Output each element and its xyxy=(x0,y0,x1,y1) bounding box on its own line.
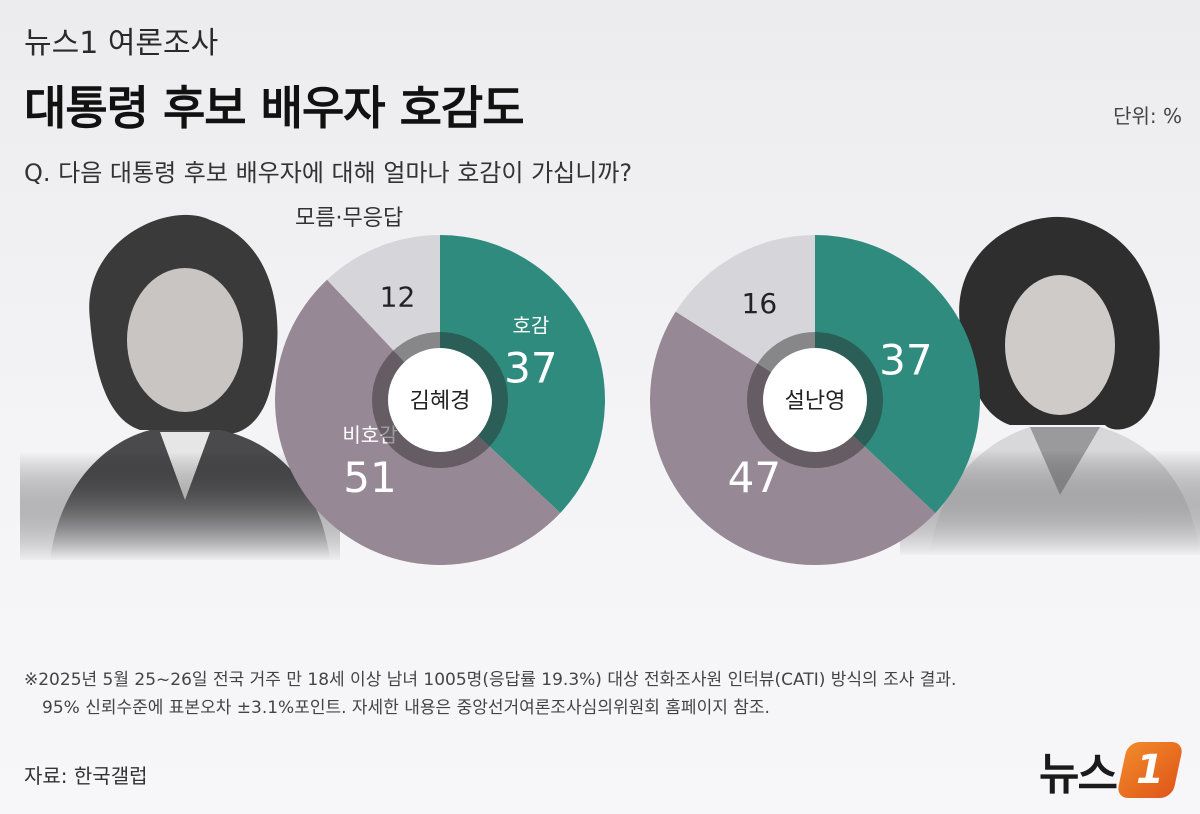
slice-name-label: 비호감 xyxy=(342,423,397,447)
slice-no-answer xyxy=(675,235,815,400)
center-name-label: 설난영 xyxy=(785,389,846,414)
news1-logo: 뉴스 1 xyxy=(1039,740,1184,800)
slice-name-label: 호감 xyxy=(512,314,549,338)
legend-note-label: 모름·무응답 xyxy=(295,206,403,231)
center-name-label: 김혜경 xyxy=(410,389,471,414)
slice-value-label: 47 xyxy=(728,453,781,502)
page-title: 대통령 후보 배우자 호감도 xyxy=(24,81,525,135)
slice-value-label: 37 xyxy=(504,344,557,393)
footnote-line-2: 95% 신뢰수준에 표본오차 ±3.1%포인트. 자세한 내용은 중앙선거여론조… xyxy=(42,698,770,718)
donut-hole xyxy=(763,348,867,452)
slice-value-label: 37 xyxy=(879,336,932,385)
slice-value-label: 51 xyxy=(343,453,396,502)
slice-value-label: 16 xyxy=(742,287,778,320)
slice-favorable xyxy=(440,235,605,513)
donut-hole xyxy=(388,348,492,452)
slice-value-label: 12 xyxy=(380,281,416,314)
portrait-right xyxy=(900,205,1200,555)
logo-mark: 1 xyxy=(1116,742,1184,798)
source-label: 자료: 한국갤럽 xyxy=(24,764,148,788)
survey-question: Q. 다음 대통령 후보 배우자에 대해 얼마나 호감이 가십니까? xyxy=(24,159,633,187)
slice-favorable xyxy=(815,235,980,513)
unit-label: 단위: % xyxy=(1113,104,1182,128)
donut-chart-left: 호감 37 비호감 51 12 김혜경 xyxy=(275,235,605,565)
logo-text: 뉴스 xyxy=(1039,749,1118,800)
brand-subtitle: 뉴스1 여론조사 xyxy=(24,26,219,61)
footnote-line-1: ※2025년 5월 25~26일 전국 거주 만 18세 이상 남녀 1005명… xyxy=(24,670,957,690)
footnote: ※2025년 5월 25~26일 전국 거주 만 18세 이상 남녀 1005명… xyxy=(24,666,956,722)
donut-chart-right: 37 47 16 설난영 xyxy=(650,235,980,565)
